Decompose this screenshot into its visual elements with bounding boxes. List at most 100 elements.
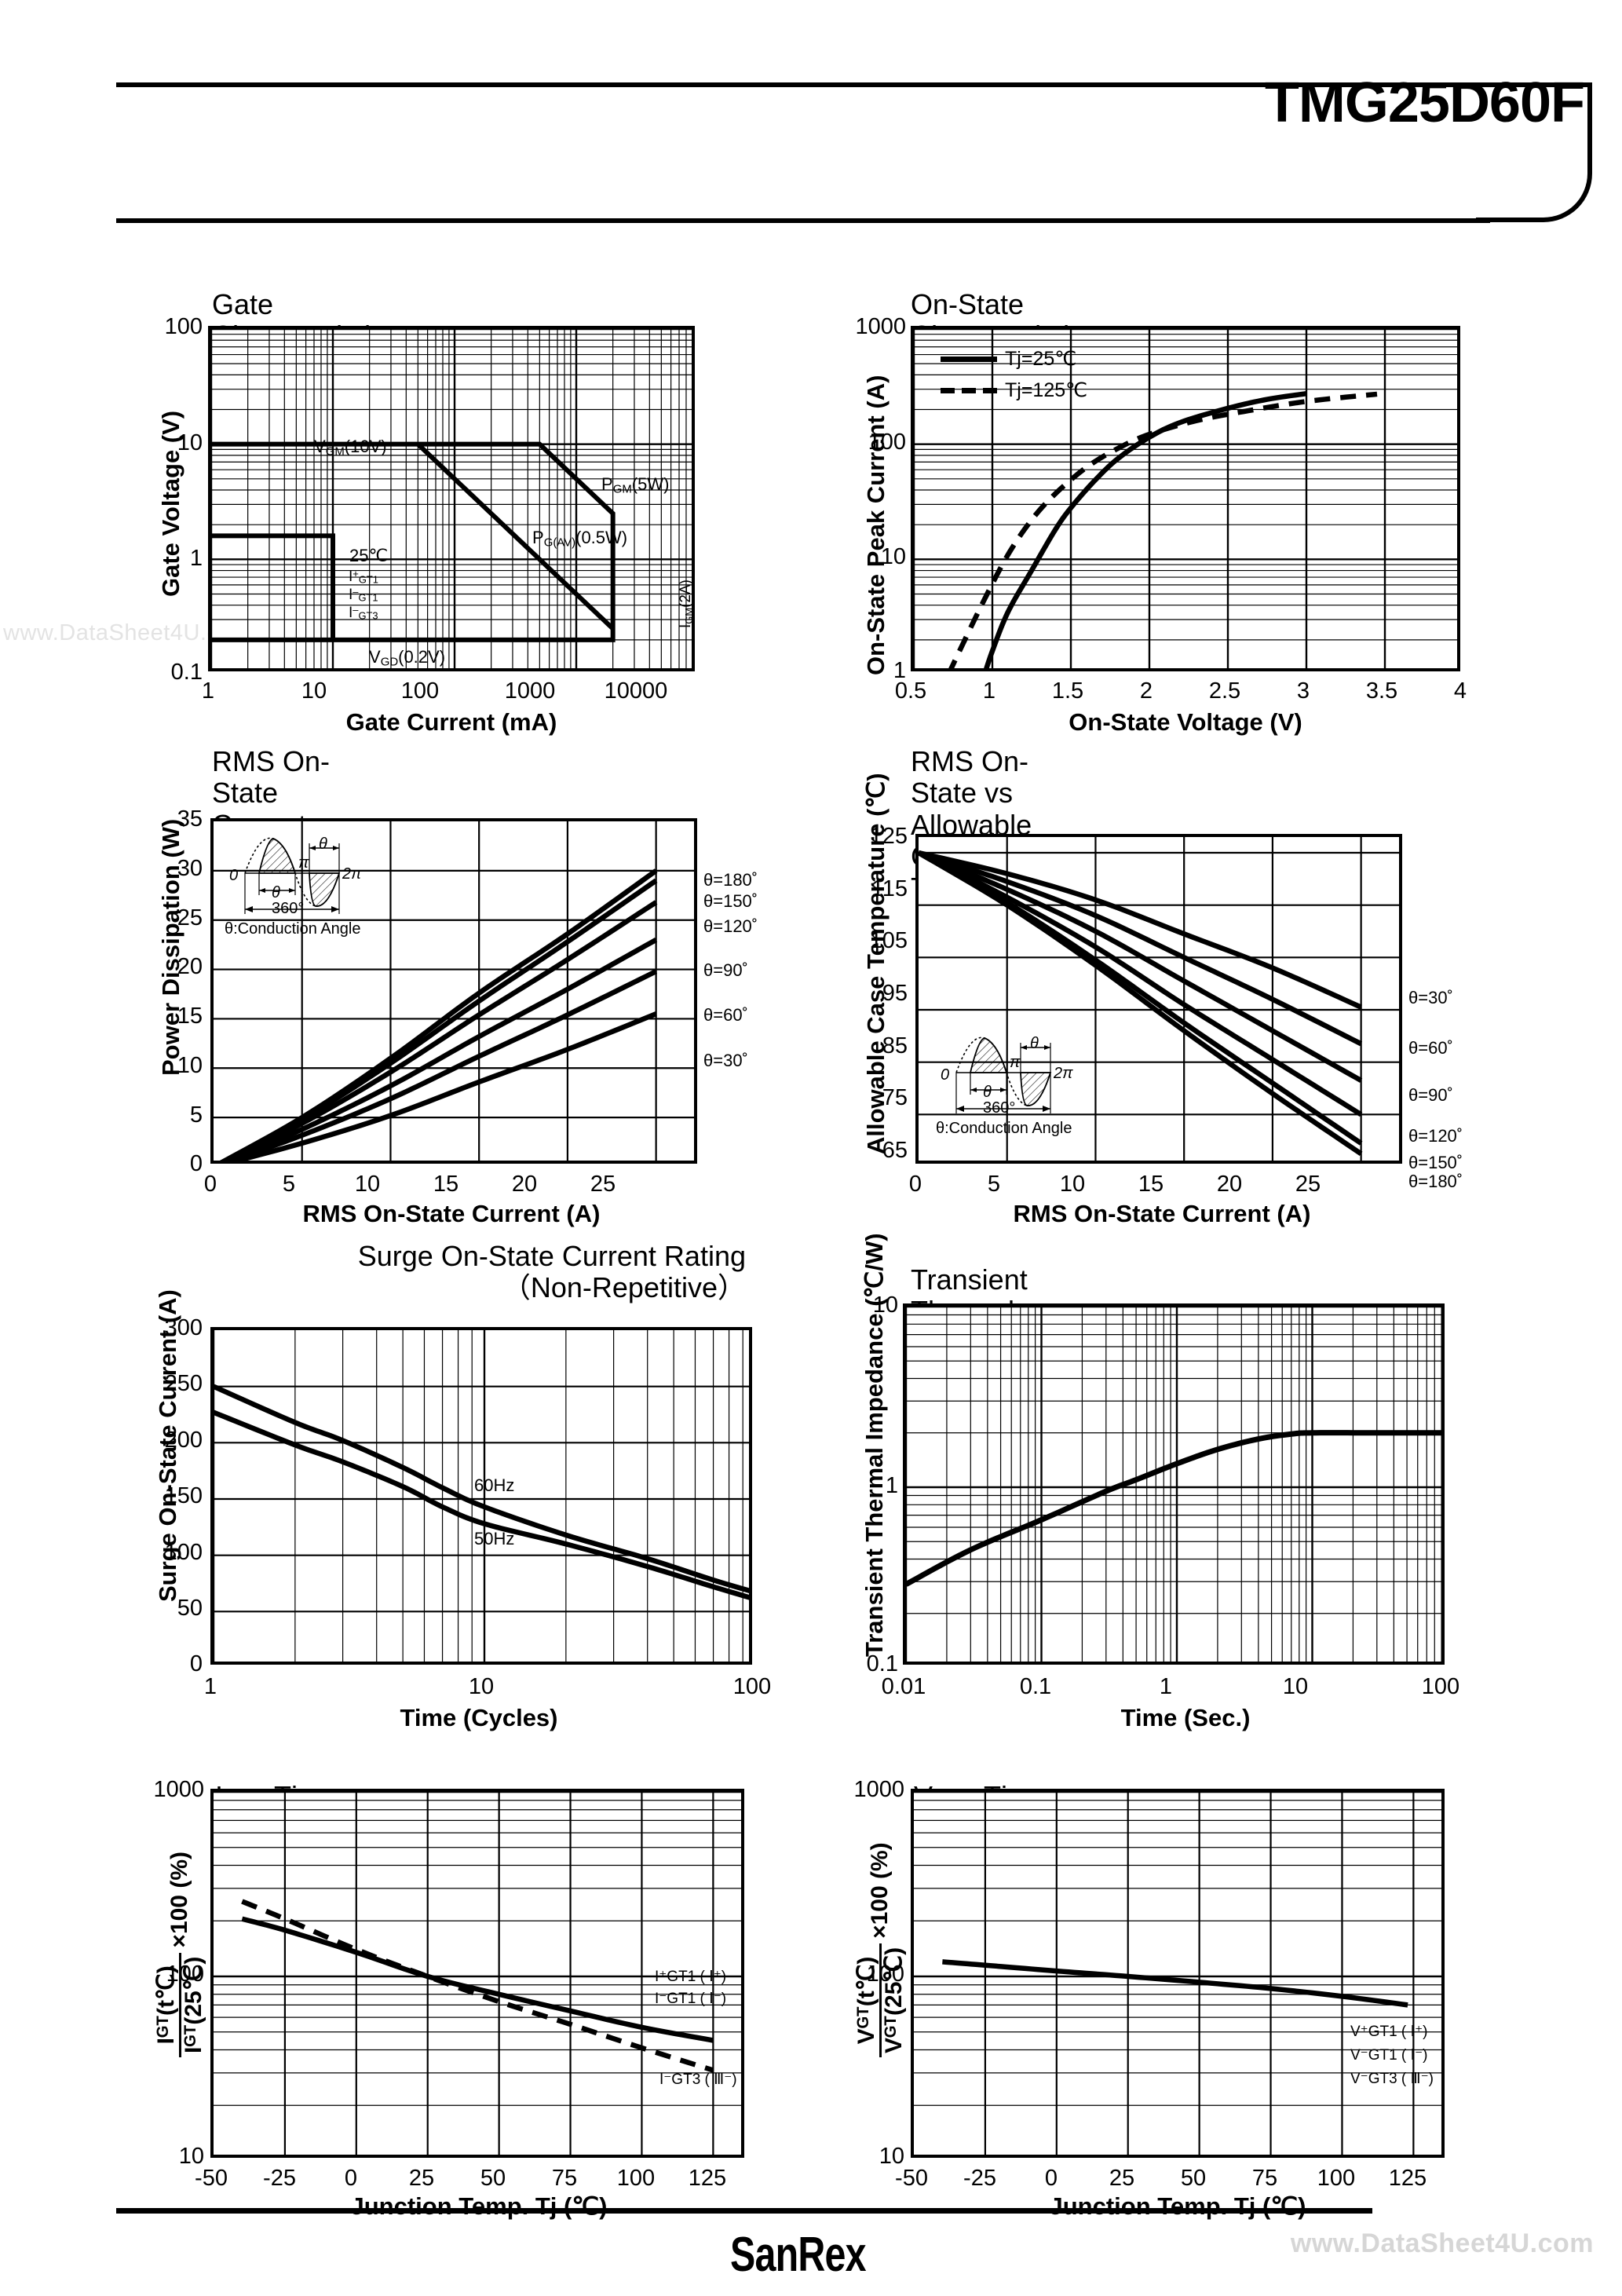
annotation-igm: IGM(2A) <box>678 579 695 628</box>
plot-svg <box>914 1792 1441 2155</box>
series-label: θ=90˚ <box>1408 1085 1453 1105</box>
x-axis-label: RMS On-State Current (A) <box>302 1200 601 1227</box>
x-tick: 1 <box>201 678 215 704</box>
y-tick: 95 <box>882 981 908 1006</box>
series-label: θ=120˚ <box>1408 1126 1463 1146</box>
legend-swatch-dashed <box>941 387 997 393</box>
y-tick: 1000 <box>853 1777 904 1802</box>
annotation-vgt1-minus: V⁻GT1 ( Ⅰ⁻) <box>1350 2047 1428 2064</box>
x-tick: 100 <box>616 2166 656 2191</box>
y-tick: 100 <box>868 430 906 455</box>
y-tick: 75 <box>882 1085 908 1110</box>
inset-pi-label: π <box>1010 1054 1021 1071</box>
conduction-angle-diagram <box>955 1036 1052 1113</box>
series-label: θ=60˚ <box>703 1005 748 1025</box>
x-tick: 25 <box>408 2166 435 2191</box>
y-tick: 150 <box>164 1483 203 1508</box>
x-tick: 100 <box>1317 2166 1356 2191</box>
x-tick: -25 <box>963 2166 996 2191</box>
annotation-pgav: PG(AV)(0.5W) <box>532 528 628 550</box>
y-tick: 50 <box>177 1596 203 1621</box>
x-tick: -50 <box>895 2166 928 2191</box>
legend-label: Tj=25℃ <box>1005 348 1077 370</box>
x-tick: 1.5 <box>1051 678 1084 704</box>
inset-zero-label: 0 <box>229 867 239 884</box>
x-tick: 0.5 <box>894 678 927 704</box>
y-tick: 65 <box>882 1138 908 1163</box>
y-tick: 25 <box>177 905 203 930</box>
inset-span-label: 360° <box>272 900 305 917</box>
x-tick: 100 <box>400 678 440 704</box>
y-tick: 0 <box>189 1651 203 1676</box>
inset-pi-label: π <box>298 854 309 872</box>
header-corner-frame <box>1476 82 1592 222</box>
annotation-vgt3-minus: V⁻GT3 ( Ⅲ⁻) <box>1350 2071 1434 2087</box>
page-title: TMG25D60F <box>1264 71 1585 134</box>
y-axis-label: Iᴳᵀ(t℃) Iᴳᵀ(25℃) ×100 (%) <box>153 1852 206 2057</box>
chart-title: Surge On-State Current Rating （Non-Repet… <box>357 1240 746 1304</box>
x-tick: 0 <box>1044 2166 1058 2191</box>
annotation-igt1-minus: I‒GT1 <box>349 586 378 604</box>
y-tick: 1000 <box>153 1777 204 1802</box>
x-tick: 15 <box>1138 1172 1164 1197</box>
plot-area <box>210 1327 752 1665</box>
x-tick: 25 <box>1109 2166 1135 2191</box>
y-tick: 10 <box>879 2144 904 2169</box>
inset-theta-label: θ <box>1030 1035 1039 1052</box>
legend-item-tj125: Tj=125℃ <box>941 378 1087 402</box>
y-tick: 1000 <box>855 314 906 339</box>
y-tick: 100 <box>164 1540 203 1565</box>
x-axis-label: Gate Current (mA) <box>345 708 557 736</box>
series-label: θ=180˚ <box>703 870 758 890</box>
plot-area <box>903 1303 1445 1665</box>
x-tick: 0 <box>344 2166 358 2191</box>
x-tick: 10 <box>468 1674 495 1699</box>
x-tick: 10 <box>354 1172 381 1197</box>
inset-caption: θ:Conduction Angle <box>936 1120 1072 1137</box>
series-label: θ=90˚ <box>703 960 748 980</box>
plot-svg <box>214 821 694 1161</box>
y-tick: 105 <box>869 928 908 953</box>
brand-logo: SanRex <box>730 2228 867 2282</box>
series-label: θ=120˚ <box>703 916 758 936</box>
y-tick: 85 <box>882 1033 908 1058</box>
y-tick: 20 <box>177 954 203 979</box>
inset-twopi-label: 2π <box>342 865 362 883</box>
annotation-vgd: VGD(0.2V) <box>369 647 446 669</box>
x-tick: 10 <box>1282 1674 1309 1699</box>
plot-svg <box>914 329 1457 668</box>
plot-area <box>210 818 697 1164</box>
x-tick: 20 <box>511 1172 538 1197</box>
y-tick: 250 <box>164 1371 203 1396</box>
y-tick: 10 <box>177 430 203 455</box>
series-label: θ=150˚ <box>1408 1153 1463 1172</box>
annotation-temp-25c: 25℃ <box>349 546 389 565</box>
annotation-vgm: VGM(10V) <box>314 437 387 459</box>
x-tick: 1 <box>1159 1674 1173 1699</box>
series-label: θ=30˚ <box>703 1051 748 1070</box>
y-tick: 125 <box>869 824 908 849</box>
x-tick: 75 <box>1251 2166 1278 2191</box>
x-tick: 5 <box>282 1172 296 1197</box>
x-tick: 125 <box>1388 2166 1427 2191</box>
y-tick: 100 <box>166 1961 204 1987</box>
x-tick: 5 <box>987 1172 1001 1197</box>
y-tick: 10 <box>872 1292 898 1318</box>
x-tick: 0 <box>203 1172 217 1197</box>
x-tick: -25 <box>263 2166 296 2191</box>
x-tick: 25 <box>1295 1172 1321 1197</box>
legend-swatch-solid <box>941 356 997 362</box>
y-tick: 10 <box>880 544 906 569</box>
inset-zero-label: 0 <box>941 1066 950 1084</box>
inset-span-label: 360° <box>983 1099 1016 1117</box>
y-tick: 200 <box>164 1428 203 1453</box>
x-tick: 0.01 <box>881 1674 926 1699</box>
watermark-footer: www.DataSheet4U.com <box>1290 2228 1594 2258</box>
x-tick: 1 <box>982 678 996 704</box>
x-tick: 50 <box>480 2166 506 2191</box>
y-tick: 115 <box>871 876 908 901</box>
annotation-igt3-minus: I⁻GT3 ( Ⅲ⁻) <box>659 2071 737 2088</box>
y-tick: 1 <box>189 546 203 571</box>
x-tick: 2.5 <box>1208 678 1241 704</box>
x-tick: -50 <box>195 2166 228 2191</box>
